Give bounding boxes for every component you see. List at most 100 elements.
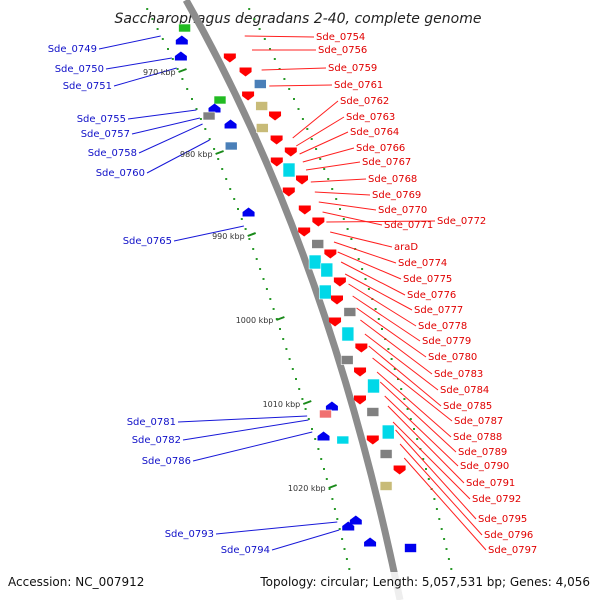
gene-feature-forward[interactable] bbox=[379, 449, 393, 459]
gene-label-right[interactable]: Sde_0764 bbox=[350, 127, 399, 138]
gene-feature-reverse[interactable] bbox=[319, 409, 332, 419]
gene-label-right[interactable]: Sde_0788 bbox=[453, 432, 502, 443]
gene-label-right[interactable]: araD bbox=[394, 242, 418, 253]
gene-feature-forward[interactable] bbox=[329, 317, 342, 327]
gene-label-right[interactable]: Sde_0766 bbox=[356, 143, 405, 154]
gene-feature-forward[interactable] bbox=[284, 147, 297, 157]
gene-feature-forward[interactable] bbox=[333, 277, 346, 287]
gene-label-left[interactable]: Sde_0751 bbox=[63, 81, 112, 92]
gene-feature-forward[interactable] bbox=[282, 162, 296, 178]
gene-feature-reverse[interactable] bbox=[364, 537, 377, 547]
gene-label-left[interactable]: Sde_0758 bbox=[88, 148, 137, 159]
gene-label-right[interactable]: Sde_0756 bbox=[318, 45, 367, 56]
gene-label-right[interactable]: Sde_0754 bbox=[316, 32, 365, 43]
gene-feature-forward[interactable] bbox=[354, 395, 366, 405]
gene-feature-reverse[interactable] bbox=[224, 119, 237, 129]
gene-feature-forward[interactable] bbox=[354, 367, 367, 377]
gene-feature-reverse[interactable] bbox=[242, 207, 255, 217]
gene-label-right[interactable]: Sde_0768 bbox=[368, 174, 417, 185]
gene-feature-reverse[interactable] bbox=[349, 515, 362, 525]
gene-label-left[interactable]: Sde_0760 bbox=[96, 168, 145, 179]
gene-feature-forward[interactable] bbox=[367, 378, 380, 394]
gene-label-right[interactable]: Sde_0767 bbox=[362, 157, 411, 168]
gene-feature-forward[interactable] bbox=[393, 465, 406, 475]
gene-label-right[interactable]: Sde_0759 bbox=[328, 63, 377, 74]
gene-label-right[interactable]: Sde_0769 bbox=[372, 190, 421, 201]
gene-label-right[interactable]: Sde_0791 bbox=[466, 478, 515, 489]
gene-feature-forward[interactable] bbox=[270, 157, 283, 167]
gene-feature-reverse[interactable] bbox=[224, 141, 238, 151]
gene-feature-reverse[interactable] bbox=[336, 435, 350, 445]
gene-label-right[interactable]: Sde_0770 bbox=[378, 205, 427, 216]
gene-feature-forward[interactable] bbox=[298, 205, 311, 215]
gene-label-right[interactable]: Sde_0780 bbox=[428, 352, 477, 363]
gene-feature-reverse[interactable] bbox=[213, 95, 227, 105]
gene-label-right[interactable]: Sde_0797 bbox=[488, 545, 537, 556]
gene-feature-forward[interactable] bbox=[343, 307, 357, 317]
gene-label-right[interactable]: Sde_0783 bbox=[434, 369, 483, 380]
gene-feature-forward[interactable] bbox=[381, 424, 395, 440]
gene-label-right[interactable]: Sde_0777 bbox=[414, 305, 463, 316]
gene-label-right[interactable]: Sde_0784 bbox=[440, 385, 489, 396]
gene-label-right[interactable]: Sde_0789 bbox=[458, 447, 507, 458]
gene-label-right[interactable]: Sde_0795 bbox=[478, 514, 527, 525]
gene-feature-forward[interactable] bbox=[282, 187, 295, 197]
gene-feature-forward[interactable] bbox=[223, 53, 236, 63]
gene-label-left[interactable]: Sde_0765 bbox=[123, 236, 172, 247]
gene-label-right[interactable]: Sde_0792 bbox=[472, 494, 521, 505]
gene-label-right[interactable]: Sde_0796 bbox=[484, 530, 533, 541]
gene-feature-forward[interactable] bbox=[366, 435, 379, 445]
gene-label-left[interactable]: Sde_0793 bbox=[165, 529, 214, 540]
gene-feature-forward[interactable] bbox=[311, 239, 325, 249]
gene-feature-reverse[interactable] bbox=[342, 521, 355, 531]
gene-feature-forward[interactable] bbox=[320, 262, 334, 278]
gene-feature-forward[interactable] bbox=[270, 135, 283, 145]
gene-label-right[interactable]: Sde_0779 bbox=[422, 336, 471, 347]
gene-label-right[interactable]: Sde_0774 bbox=[398, 258, 447, 269]
gene-feature-reverse[interactable] bbox=[174, 51, 187, 61]
gene-feature-forward[interactable] bbox=[340, 355, 354, 365]
gene-label-right[interactable]: Sde_0775 bbox=[403, 274, 452, 285]
gene-label-left[interactable]: Sde_0786 bbox=[142, 456, 191, 467]
gene-label-right[interactable]: Sde_0772 bbox=[437, 216, 486, 227]
gene-label-right[interactable]: Sde_0763 bbox=[346, 112, 395, 123]
gene-label-left[interactable]: Sde_0755 bbox=[77, 114, 126, 125]
gene-feature-forward[interactable] bbox=[355, 343, 368, 353]
gene-feature-forward[interactable] bbox=[239, 67, 252, 77]
gene-feature-reverse[interactable] bbox=[175, 35, 188, 45]
gene-label-left[interactable]: Sde_0794 bbox=[221, 545, 270, 556]
gene-feature-forward[interactable] bbox=[254, 79, 267, 89]
gene-label-left[interactable]: Sde_0749 bbox=[48, 44, 97, 55]
gene-label-left[interactable]: Sde_0750 bbox=[55, 64, 104, 75]
gene-label-left[interactable]: Sde_0781 bbox=[127, 417, 176, 428]
gene-feature-forward[interactable] bbox=[341, 326, 355, 342]
gene-feature-reverse[interactable] bbox=[208, 103, 221, 113]
gene-label-right[interactable]: Sde_0771 bbox=[384, 220, 433, 231]
gene-feature-reverse[interactable] bbox=[317, 431, 330, 441]
gene-label-right[interactable]: Sde_0762 bbox=[340, 96, 389, 107]
gene-feature-forward[interactable] bbox=[269, 111, 282, 121]
gene-feature-forward[interactable] bbox=[308, 254, 322, 270]
gene-label-right[interactable]: Sde_0785 bbox=[443, 401, 492, 412]
gene-feature-forward[interactable] bbox=[255, 101, 268, 111]
gene-label-right[interactable]: Sde_0790 bbox=[460, 461, 509, 472]
gene-feature-forward[interactable] bbox=[242, 91, 255, 101]
gene-label-right[interactable]: Sde_0787 bbox=[454, 416, 503, 427]
gene-feature-forward[interactable] bbox=[298, 227, 311, 237]
gene-label-right[interactable]: Sde_0761 bbox=[334, 80, 383, 91]
gene-label-right[interactable]: Sde_0778 bbox=[418, 321, 467, 332]
gene-feature-forward[interactable] bbox=[318, 284, 332, 300]
gene-feature-reverse[interactable] bbox=[178, 23, 191, 33]
gene-feature-reverse[interactable] bbox=[202, 111, 216, 121]
gene-feature-forward[interactable] bbox=[404, 543, 417, 553]
gene-feature-forward[interactable] bbox=[366, 407, 380, 417]
gene-feature-forward[interactable] bbox=[312, 217, 325, 227]
gene-feature-forward[interactable] bbox=[324, 249, 337, 259]
gene-label-right[interactable]: Sde_0776 bbox=[407, 290, 456, 301]
gene-feature-forward[interactable] bbox=[379, 481, 393, 491]
gene-feature-reverse[interactable] bbox=[325, 401, 338, 411]
gene-feature-forward[interactable] bbox=[296, 175, 308, 185]
gene-label-left[interactable]: Sde_0782 bbox=[132, 435, 181, 446]
gene-feature-forward[interactable] bbox=[331, 295, 343, 305]
gene-feature-forward[interactable] bbox=[256, 123, 269, 133]
